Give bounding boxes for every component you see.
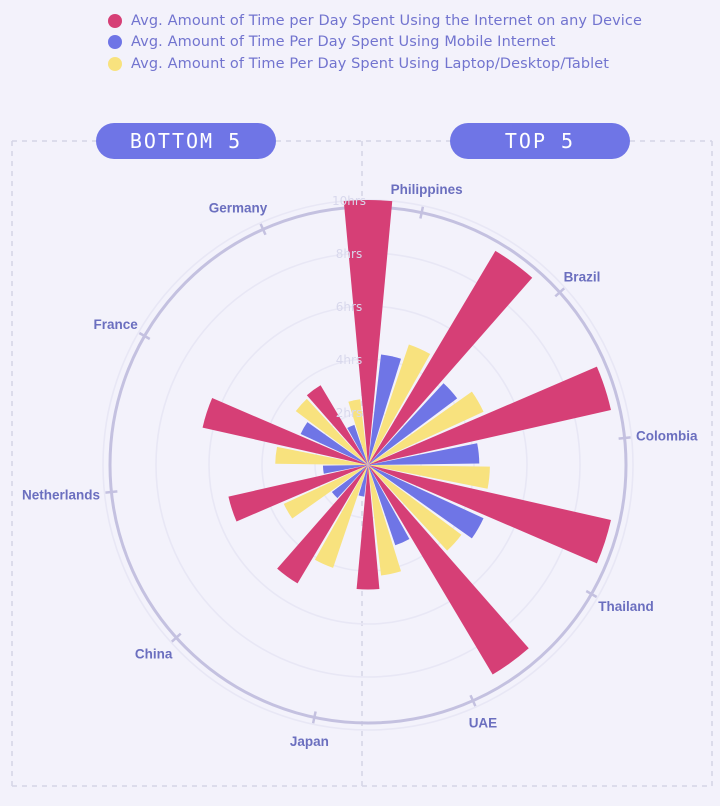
ring-tick bbox=[419, 206, 425, 219]
ring-tick bbox=[469, 694, 477, 707]
bar-germany-series-2 bbox=[347, 424, 368, 465]
tick-label: 4hrs bbox=[336, 353, 362, 367]
ring-tick bbox=[105, 490, 118, 494]
bar-france-series-2 bbox=[300, 422, 368, 465]
country-label-germany: Germany bbox=[209, 200, 268, 215]
legend-item-mobile: Avg. Amount of Time Per Day Spent Using … bbox=[108, 32, 642, 54]
legend-swatch bbox=[108, 35, 122, 50]
bar-colombia-series-2 bbox=[368, 443, 480, 465]
bar-netherlands-series-3 bbox=[275, 446, 368, 465]
bar-brazil-series-2 bbox=[368, 383, 458, 465]
bar-thailand-series-1 bbox=[368, 465, 611, 564]
tick-labels: 2hrs 4hrs 6hrs 8hrs 10hrs bbox=[332, 194, 366, 420]
bar-colombia-series-3 bbox=[368, 465, 490, 489]
legend-item-total: Avg. Amount of Time per Day Spent Using … bbox=[108, 10, 642, 32]
bar-japan-series-3 bbox=[314, 465, 368, 568]
bar-uae-series-2 bbox=[368, 465, 410, 546]
bar-uae-series-1 bbox=[368, 465, 529, 675]
bars bbox=[202, 199, 611, 675]
bar-thailand-series-2 bbox=[368, 465, 484, 539]
legend-label: Avg. Amount of Time per Day Spent Using … bbox=[131, 12, 643, 29]
bar-japan-series-1 bbox=[356, 465, 380, 590]
country-label-uae: UAE bbox=[469, 716, 498, 731]
country-label-brazil: Brazil bbox=[564, 269, 601, 284]
country-label-france: France bbox=[93, 317, 138, 332]
bottom-5-pill: BOTTOM 5 bbox=[96, 123, 276, 159]
top-5-pill: TOP 5 bbox=[450, 123, 630, 159]
country-label-colombia: Colombia bbox=[636, 429, 698, 444]
bar-brazil-series-3 bbox=[368, 391, 484, 465]
bar-netherlands-series-1 bbox=[228, 465, 368, 522]
country-label-thailand: Thailand bbox=[598, 599, 654, 614]
bar-brazil-series-1 bbox=[368, 250, 533, 465]
bar-germany-series-1 bbox=[306, 385, 368, 465]
ring-tick bbox=[170, 632, 182, 643]
bar-philippines-series-1 bbox=[343, 199, 393, 465]
legend-label: Avg. Amount of Time Per Day Spent Using … bbox=[131, 55, 610, 72]
bar-china-series-1 bbox=[277, 465, 368, 584]
tick-label: 2hrs bbox=[336, 406, 362, 420]
ring-tick bbox=[618, 436, 631, 440]
country-label-philippines: Philippines bbox=[391, 182, 463, 197]
country-labels: Philippines Brazil Colombia Thailand UAE Japa… bbox=[22, 182, 698, 749]
country-label-japan: Japan bbox=[290, 734, 329, 749]
bar-china-series-3 bbox=[283, 465, 368, 519]
tick-label: 10hrs bbox=[332, 194, 366, 208]
bar-netherlands-series-2 bbox=[322, 465, 368, 474]
legend-label: Avg. Amount of Time Per Day Spent Using … bbox=[131, 34, 556, 51]
ring-tick bbox=[554, 287, 566, 298]
bar-china-series-2 bbox=[331, 465, 368, 499]
legend-swatch bbox=[108, 13, 122, 28]
bar-france-series-3 bbox=[295, 398, 368, 465]
ring-tick bbox=[259, 223, 267, 236]
ring-tick bbox=[138, 331, 151, 341]
bar-philippines-series-3 bbox=[368, 344, 431, 465]
country-label-netherlands: Netherlands bbox=[22, 487, 100, 502]
bar-france-series-1 bbox=[202, 398, 368, 465]
bar-philippines-series-2 bbox=[368, 354, 402, 465]
legend-item-desktop: Avg. Amount of Time Per Day Spent Using … bbox=[108, 53, 642, 75]
tick-label: 6hrs bbox=[336, 300, 362, 314]
bar-japan-series-2 bbox=[358, 465, 368, 497]
tick-label: 8hrs bbox=[336, 247, 362, 261]
legend-swatch bbox=[108, 56, 122, 71]
bar-colombia-series-1 bbox=[368, 366, 611, 465]
legend: Avg. Amount of Time per Day Spent Using … bbox=[108, 10, 642, 75]
bar-thailand-series-3 bbox=[368, 465, 462, 551]
ring-tick bbox=[585, 589, 598, 599]
bar-germany-series-3 bbox=[348, 399, 368, 465]
ring-tick bbox=[311, 711, 317, 724]
country-label-china: China bbox=[135, 647, 173, 662]
bar-uae-series-3 bbox=[368, 465, 402, 576]
